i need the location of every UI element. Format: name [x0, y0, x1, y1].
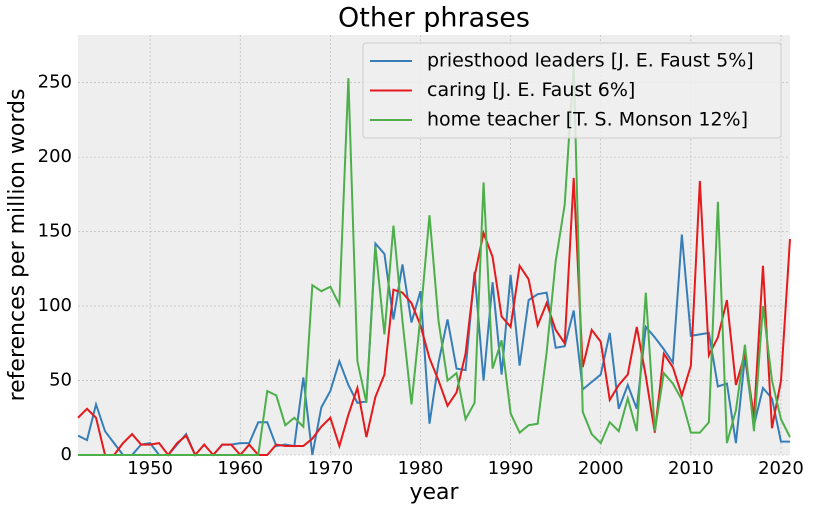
x-tick-label: 1980 [398, 458, 444, 479]
legend-label: home teacher [T. S. Monson 12%] [427, 109, 748, 131]
x-tick-label: 1950 [127, 458, 173, 479]
y-tick-label: 0 [61, 444, 72, 465]
x-tick-label: 2010 [668, 458, 714, 479]
x-tick-label: 2000 [578, 458, 624, 479]
y-tick-label: 100 [38, 295, 72, 316]
y-tick-label: 200 [38, 146, 72, 167]
legend-box [362, 42, 782, 139]
x-tick-label: 1990 [488, 458, 534, 479]
legend-label: priesthood leaders [J. E. Faust 5%] [427, 50, 754, 72]
y-tick-label: 50 [49, 370, 72, 391]
chart-title: Other phrases [338, 3, 530, 34]
x-tick-label: 2020 [758, 458, 804, 479]
x-axis-label: year [409, 480, 459, 505]
x-tick-label: 1960 [217, 458, 263, 479]
x-tick-label: 1970 [307, 458, 353, 479]
series-line [78, 64, 791, 456]
y-tick-label: 250 [38, 72, 72, 93]
legend-label: caring [J. E. Faust 6%] [427, 79, 635, 101]
series-line [77, 177, 791, 457]
y-axis-label: references per million words [5, 89, 30, 402]
y-tick-label: 150 [38, 221, 72, 242]
